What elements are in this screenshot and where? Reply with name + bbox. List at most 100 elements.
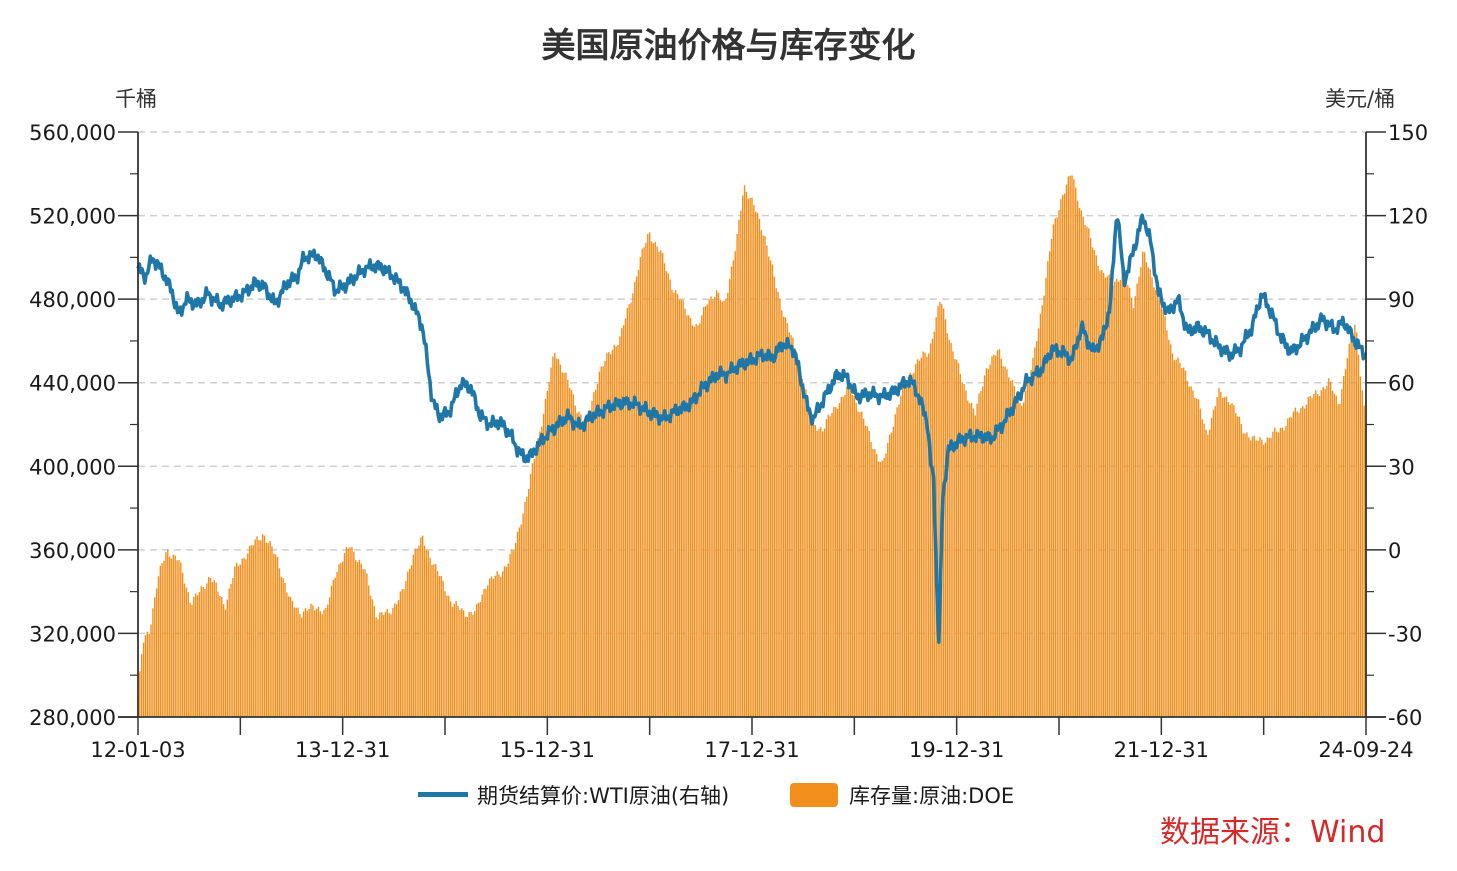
inventory-bar bbox=[1035, 341, 1038, 717]
inventory-bar bbox=[911, 374, 913, 717]
inventory-bar bbox=[526, 496, 528, 717]
left-tick-label: 440,000 bbox=[29, 372, 116, 396]
inventory-bar bbox=[758, 218, 761, 718]
inventory-bar bbox=[455, 600, 457, 717]
inventory-bar bbox=[755, 211, 757, 717]
inventory-bar bbox=[500, 577, 502, 717]
x-tick-label: 13-12-31 bbox=[295, 738, 390, 762]
inventory-bar bbox=[635, 276, 638, 717]
inventory-bar bbox=[926, 356, 928, 717]
right-tick-label: -30 bbox=[1388, 622, 1422, 646]
inventory-bar bbox=[349, 547, 351, 717]
inventory-bar bbox=[946, 333, 949, 717]
inventory-bar bbox=[727, 292, 729, 717]
inventory-bar bbox=[542, 413, 545, 717]
inventory-bar bbox=[546, 390, 549, 717]
inventory-bar bbox=[769, 260, 772, 717]
inventory-bar bbox=[1030, 370, 1032, 717]
inventory-bar bbox=[386, 608, 389, 717]
inventory-bar bbox=[1043, 295, 1045, 717]
inventory-bar bbox=[364, 569, 366, 717]
inventory-bar bbox=[172, 554, 175, 717]
inventory-bar bbox=[219, 595, 221, 717]
inventory-bar bbox=[243, 557, 245, 717]
inventory-bar bbox=[974, 415, 976, 717]
inventory-bar bbox=[786, 323, 789, 717]
inventory-bar bbox=[224, 609, 227, 717]
inventory-bar bbox=[714, 296, 716, 717]
inventory-bar bbox=[373, 606, 375, 717]
inventory-bar bbox=[656, 246, 658, 717]
inventory-bar bbox=[1311, 398, 1313, 717]
inventory-bar bbox=[412, 554, 415, 717]
inventory-bar bbox=[362, 569, 364, 717]
inventory-bar bbox=[701, 315, 703, 717]
inventory-bar bbox=[1246, 432, 1248, 717]
inventory-bar bbox=[464, 616, 467, 717]
x-tick-label: 17-12-31 bbox=[704, 738, 799, 762]
inventory-bar bbox=[472, 614, 474, 717]
inventory-bar bbox=[810, 415, 813, 717]
inventory-bar bbox=[1222, 397, 1224, 717]
inventory-bar bbox=[157, 576, 160, 717]
inventory-bar bbox=[766, 245, 768, 717]
inventory-bar bbox=[611, 349, 614, 717]
inventory-bar bbox=[1175, 359, 1177, 717]
inventory-bar bbox=[565, 372, 567, 717]
inventory-bar bbox=[578, 411, 580, 717]
inventory-bar bbox=[1262, 444, 1265, 717]
inventory-bar bbox=[315, 608, 318, 717]
inventory-bar bbox=[288, 596, 290, 717]
inventory-bar bbox=[756, 212, 759, 718]
inventory-bar bbox=[900, 395, 902, 717]
inventory-bar bbox=[539, 431, 541, 717]
inventory-bar bbox=[461, 608, 463, 717]
inventory-bar bbox=[1335, 395, 1337, 717]
inventory-bar bbox=[998, 349, 1001, 717]
inventory-bar bbox=[626, 307, 629, 717]
inventory-bar bbox=[401, 589, 403, 717]
inventory-bar bbox=[902, 384, 904, 717]
inventory-bar bbox=[814, 425, 816, 717]
inventory-bar bbox=[593, 392, 595, 717]
inventory-bar bbox=[457, 605, 459, 717]
inventory-bar bbox=[1153, 287, 1155, 717]
inventory-bar bbox=[671, 289, 673, 717]
inventory-bar bbox=[954, 358, 956, 717]
inventory-bar bbox=[838, 403, 841, 717]
inventory-bar bbox=[699, 323, 701, 717]
inventory-bar bbox=[1277, 432, 1280, 717]
inventory-bar bbox=[613, 344, 616, 717]
inventory-bar bbox=[533, 459, 536, 717]
inventory-bar bbox=[459, 609, 461, 717]
inventory-bar bbox=[967, 400, 969, 717]
inventory-bar bbox=[1080, 210, 1083, 717]
legend-line-swatch bbox=[418, 792, 468, 797]
inventory-bar bbox=[1032, 357, 1034, 717]
inventory-bar bbox=[494, 575, 496, 717]
inventory-bar bbox=[139, 671, 141, 717]
inventory-bar bbox=[483, 588, 485, 717]
inventory-bar bbox=[1220, 391, 1222, 717]
inventory-bar bbox=[1162, 308, 1164, 717]
inventory-bar bbox=[1209, 429, 1211, 717]
inventory-bar bbox=[1190, 386, 1192, 717]
inventory-bar bbox=[686, 315, 688, 717]
inventory-bar bbox=[284, 582, 286, 717]
inventory-bar bbox=[563, 373, 565, 717]
x-tick-label: 12-01-03 bbox=[90, 738, 185, 762]
inventory-bar bbox=[1173, 360, 1176, 717]
bar-series bbox=[137, 175, 1367, 718]
inventory-bar bbox=[515, 542, 517, 717]
inventory-bar bbox=[1088, 228, 1090, 718]
inventory-bar bbox=[1182, 367, 1185, 717]
inventory-bar bbox=[1253, 435, 1256, 717]
inventory-bar bbox=[301, 617, 303, 717]
inventory-bar bbox=[1097, 265, 1099, 717]
inventory-bar bbox=[799, 367, 802, 717]
inventory-bar bbox=[1002, 366, 1004, 717]
inventory-bar bbox=[1344, 368, 1347, 717]
inventory-bar bbox=[950, 342, 952, 717]
inventory-bar bbox=[481, 594, 483, 717]
inventory-bar bbox=[1034, 347, 1036, 717]
